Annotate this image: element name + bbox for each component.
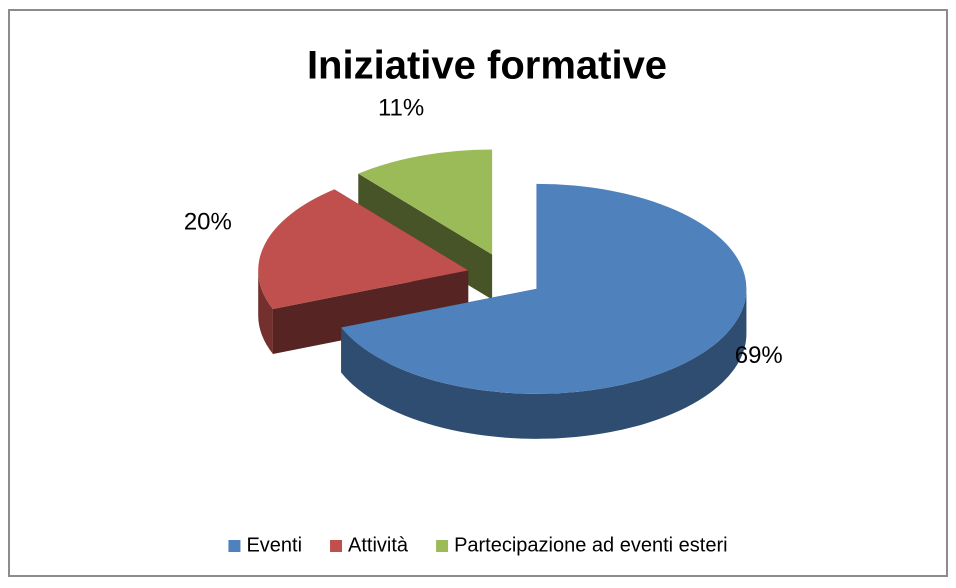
legend-label: Eventi bbox=[246, 534, 302, 556]
legend-swatch bbox=[228, 540, 241, 552]
slice bbox=[341, 183, 747, 394]
slice-wall bbox=[258, 270, 273, 354]
legend-label: Attività bbox=[348, 534, 409, 556]
data-label: 69% bbox=[735, 342, 783, 369]
slice-side bbox=[272, 270, 469, 354]
chart-title: Iniziative formative bbox=[307, 44, 667, 88]
pie: 69% 20% 11% bbox=[184, 95, 783, 439]
slice bbox=[258, 189, 469, 309]
data-label: 11% bbox=[378, 95, 424, 122]
slice bbox=[358, 149, 493, 255]
legend-swatch bbox=[436, 540, 449, 552]
slice-wall bbox=[341, 288, 747, 439]
legend: Eventi Attività Partecipazione ad eventi e… bbox=[228, 534, 728, 556]
legend-label: Partecipazione ad eventi esteri bbox=[454, 534, 728, 556]
chart-frame bbox=[8, 9, 948, 577]
legend-swatch bbox=[330, 540, 343, 552]
data-label: 20% bbox=[184, 208, 232, 235]
